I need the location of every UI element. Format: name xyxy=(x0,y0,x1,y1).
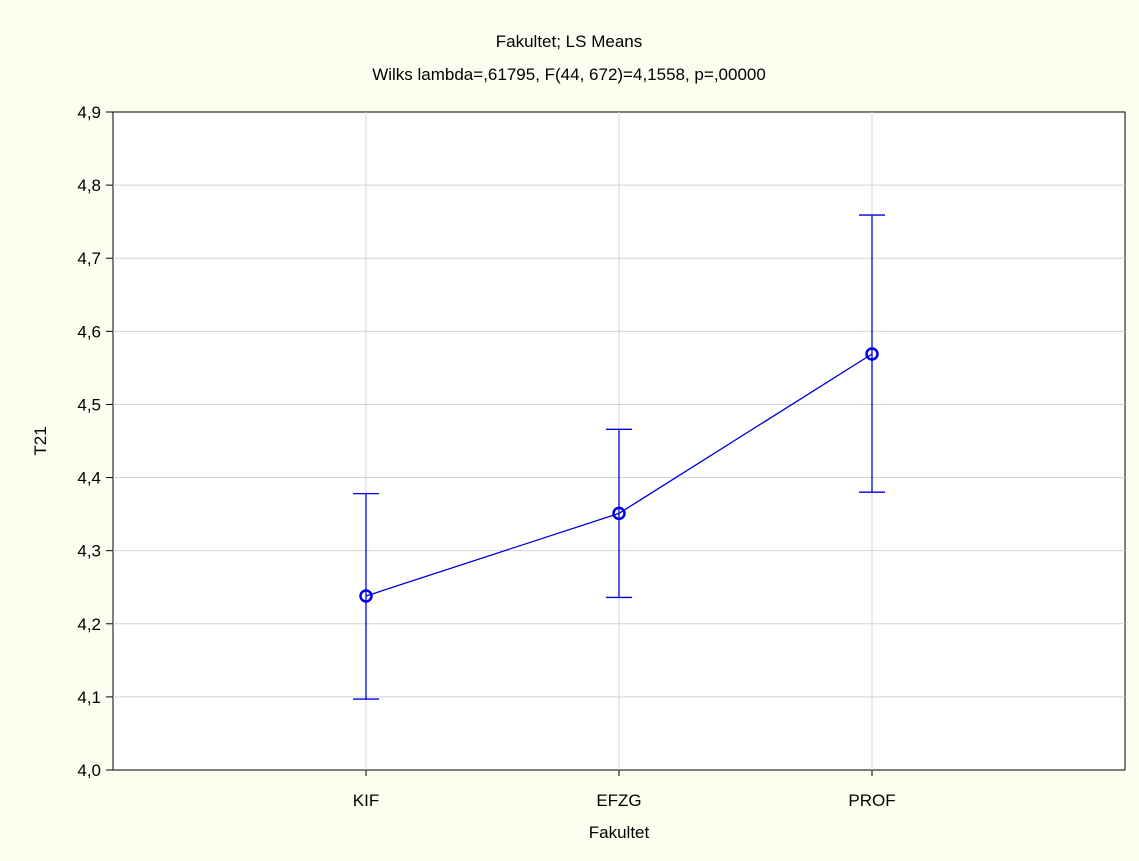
series-line xyxy=(365,353,873,597)
x-axis-label: Fakultet xyxy=(589,823,650,842)
x-tick-label: PROF xyxy=(848,791,895,810)
data-point xyxy=(612,506,626,521)
y-tick-label: 4,3 xyxy=(77,542,101,561)
chart-subtitle: Wilks lambda=,61795, F(44, 672)=4,1558, … xyxy=(372,65,766,84)
y-tick-label: 4,1 xyxy=(77,688,101,707)
chart-title: Fakultet; LS Means xyxy=(496,32,642,51)
y-tick-label: 4,6 xyxy=(77,322,101,341)
y-tick-label: 4,0 xyxy=(77,761,101,780)
data-point xyxy=(865,347,879,361)
data-point xyxy=(359,589,373,603)
y-tick-label: 4,2 xyxy=(77,615,101,634)
x-tick-label: EFZG xyxy=(596,791,641,810)
y-tick-label: 4,4 xyxy=(77,469,101,488)
y-tick-label: 4,5 xyxy=(77,395,101,414)
x-tick-label: KIF xyxy=(353,791,379,810)
y-tick-label: 4,8 xyxy=(77,176,101,195)
y-tick-label: 4,9 xyxy=(77,103,101,122)
axes: 4,0 4,1 4,2 4,3 4,4 4,5 4,6 4,7 4,8 4,9 KIF EFZG PRO… xyxy=(77,103,895,810)
y-tick-label: 4,7 xyxy=(77,249,101,268)
y-axis-label: T21 xyxy=(31,426,50,455)
chart-marks xyxy=(353,214,885,700)
